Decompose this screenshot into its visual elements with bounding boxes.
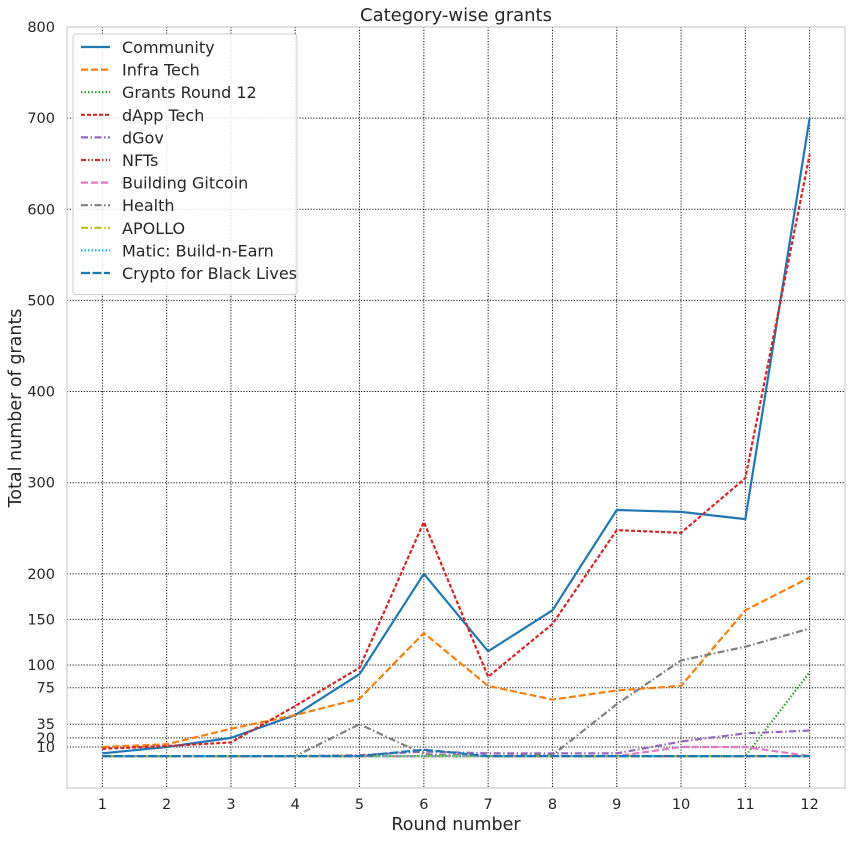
x-tick-label: 3 [226, 797, 235, 813]
legend-label: Grants Round 12 [122, 83, 257, 102]
y-tick-label: 200 [27, 567, 55, 583]
x-axis-label: Round number [391, 815, 521, 835]
chart-title: Category-wise grants [360, 5, 552, 26]
y-tick-label: 700 [27, 111, 55, 127]
x-tick-label: 11 [736, 797, 754, 813]
legend-label: Crypto for Black Lives [122, 264, 297, 283]
y-tick-label: 35 [37, 717, 55, 733]
x-tick-label: 6 [419, 797, 428, 813]
legend-label: dGov [122, 128, 164, 147]
plot-frame [66, 26, 846, 789]
y-tick-label: 10 [37, 740, 55, 756]
y-tick-label: 300 [27, 476, 55, 492]
legend-label: Infra Tech [122, 61, 200, 80]
x-tick-label: 2 [162, 797, 171, 813]
x-tick-label: 10 [672, 797, 690, 813]
x-tick-label: 7 [484, 797, 493, 813]
x-tick-label: 9 [612, 797, 621, 813]
series-line-community [102, 117, 811, 755]
y-axis-label: Total number of grants [6, 309, 26, 509]
series-line-crypto-for-black-lives [102, 748, 810, 758]
legend-label: Community [122, 38, 215, 57]
x-tick-label: 8 [548, 797, 557, 813]
legend-label: APOLLO [122, 219, 185, 238]
series-line-infra-tech [102, 576, 811, 749]
axes: 1 2 3 4 5 6 7 8 9 10 11 121020357510015020030040050… [27, 20, 846, 813]
x-tick-label: 5 [355, 797, 364, 813]
series-lines [102, 117, 811, 758]
y-tick-label: 20 [37, 731, 55, 747]
x-tick-label: 1 [98, 797, 107, 813]
x-tick-label: 12 [800, 797, 818, 813]
legend-box [72, 33, 298, 296]
y-tick-label: 150 [27, 612, 55, 628]
y-tick-label: 800 [27, 20, 55, 36]
y-tick-label: 100 [27, 658, 55, 674]
legend-label: Matic: Build-n-Earn [122, 241, 274, 260]
legend: Community Infra Tech Grants Round 12 dApp T… [72, 33, 298, 296]
legend-label: Health [122, 196, 175, 215]
legend-label: dApp Tech [122, 106, 204, 125]
y-tick-label: 500 [27, 293, 55, 309]
legend-label: NFTs [122, 151, 158, 170]
y-tick-label: 600 [27, 202, 55, 218]
legend-label: Building Gitcoin [122, 174, 248, 193]
x-tick-label: 4 [291, 797, 300, 813]
y-tick-label: 75 [37, 681, 55, 697]
y-tick-label: 400 [27, 385, 55, 401]
